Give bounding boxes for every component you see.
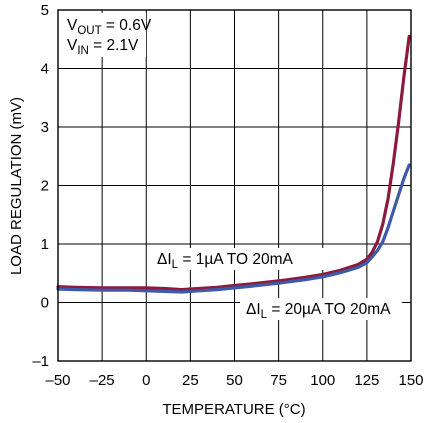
series-line-2 xyxy=(56,163,411,294)
series-label-2: ΔIL = 20µA TO 20mA xyxy=(240,298,402,321)
x-tick-labels: –50 –25 0 25 50 75 100 125 150 xyxy=(45,372,423,389)
y-tick-label: 1 xyxy=(41,236,49,253)
x-tick-label: 25 xyxy=(182,372,199,389)
svg-text:VOUT = 0.6V: VOUT = 0.6V xyxy=(67,17,152,37)
y-tick-label: 3 xyxy=(41,119,49,136)
x-tick-label: 100 xyxy=(310,372,335,389)
svg-text:ΔIL = 20µA TO 20mA: ΔIL = 20µA TO 20mA xyxy=(246,301,391,321)
series-label-1: ΔIL = 1µA TO 20mA xyxy=(152,248,336,271)
y-axis-label: LOAD REGULATION (mV) xyxy=(8,97,25,275)
y-tick-label: 0 xyxy=(41,295,49,312)
x-tick-label: –50 xyxy=(45,372,70,389)
svg-text:VIN = 2.1V: VIN = 2.1V xyxy=(67,37,139,57)
label-background xyxy=(240,298,402,320)
y-tick-label: 5 xyxy=(41,2,49,19)
y-tick-label: –1 xyxy=(32,353,49,370)
x-tick-label: 75 xyxy=(270,372,287,389)
plot-border xyxy=(57,9,412,362)
x-tick-label: 50 xyxy=(226,372,243,389)
series-annotation-labels: ΔIL = 1µA TO 20mA ΔIL = 20µA TO 20mA xyxy=(152,248,402,321)
grid-lines xyxy=(58,10,411,361)
x-tick-label: 125 xyxy=(354,372,379,389)
y-tick-label: 2 xyxy=(41,178,49,195)
series-line-1 xyxy=(56,34,411,292)
condition-vin: VIN = 2.1V xyxy=(67,37,139,57)
label-background xyxy=(152,248,336,270)
conditions-background xyxy=(62,13,146,57)
x-tick-label: 150 xyxy=(398,372,423,389)
x-axis-label: TEMPERATURE (°C) xyxy=(162,401,305,418)
svg-text:ΔIL = 1µA TO 20mA: ΔIL = 1µA TO 20mA xyxy=(157,251,294,271)
x-tick-label: 0 xyxy=(142,372,150,389)
x-tick-label: –25 xyxy=(90,372,115,389)
y-tick-label: 4 xyxy=(41,61,49,78)
series-layer xyxy=(56,34,411,294)
plot-frame xyxy=(57,9,412,362)
y-tick-labels: –1 0 1 2 3 4 5 xyxy=(32,2,49,370)
condition-vout: VOUT = 0.6V xyxy=(67,17,152,37)
